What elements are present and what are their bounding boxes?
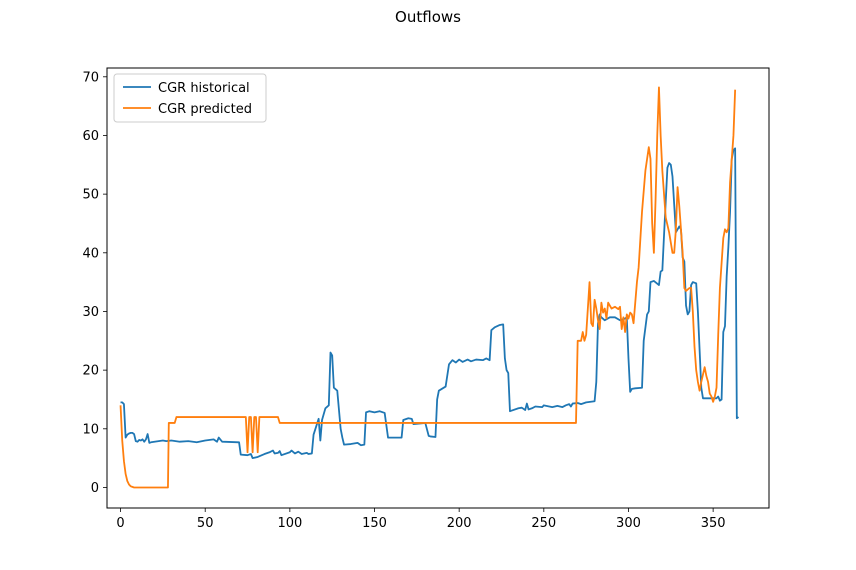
legend-label-cgr-historical: CGR historical — [158, 81, 250, 96]
series-line-cgr-historical — [120, 147, 740, 460]
y-axis: 0 10 20 30 40 50 60 70 — [82, 70, 107, 496]
y-tick-label: 40 — [82, 246, 99, 261]
y-tick-label: 50 — [82, 188, 99, 203]
axes-frame — [107, 68, 769, 508]
y-tick-label: 0 — [91, 481, 99, 496]
x-axis: 0 50 100 150 200 250 300 350 — [116, 508, 726, 531]
legend-label-cgr-predicted: CGR predicted — [158, 102, 252, 117]
x-tick-label: 50 — [197, 516, 214, 531]
y-tick-label: 10 — [82, 422, 99, 437]
chart-title: Outflows — [395, 8, 461, 26]
y-tick-label: 30 — [82, 305, 99, 320]
plot-area: 0 50 100 150 200 250 300 350 0 10 20 30 40 50 60 70 — [82, 67, 770, 531]
x-tick-label: 200 — [447, 516, 472, 531]
x-tick-label: 350 — [701, 516, 726, 531]
x-tick-label: 100 — [277, 516, 302, 531]
axes-border — [106, 67, 770, 509]
legend: CGR historical CGR predicted — [113, 73, 267, 123]
y-tick-label: 20 — [82, 364, 99, 379]
y-tick-label: 60 — [82, 129, 99, 144]
x-tick-label: 150 — [362, 516, 387, 531]
x-tick-label: 0 — [116, 516, 124, 531]
legend-frame — [113, 73, 267, 123]
y-tick-label: 70 — [82, 70, 99, 85]
x-tick-label: 250 — [531, 516, 556, 531]
series-line-cgr-predicted — [119, 86, 737, 489]
series-layer — [119, 86, 740, 489]
x-tick-label: 300 — [616, 516, 641, 531]
